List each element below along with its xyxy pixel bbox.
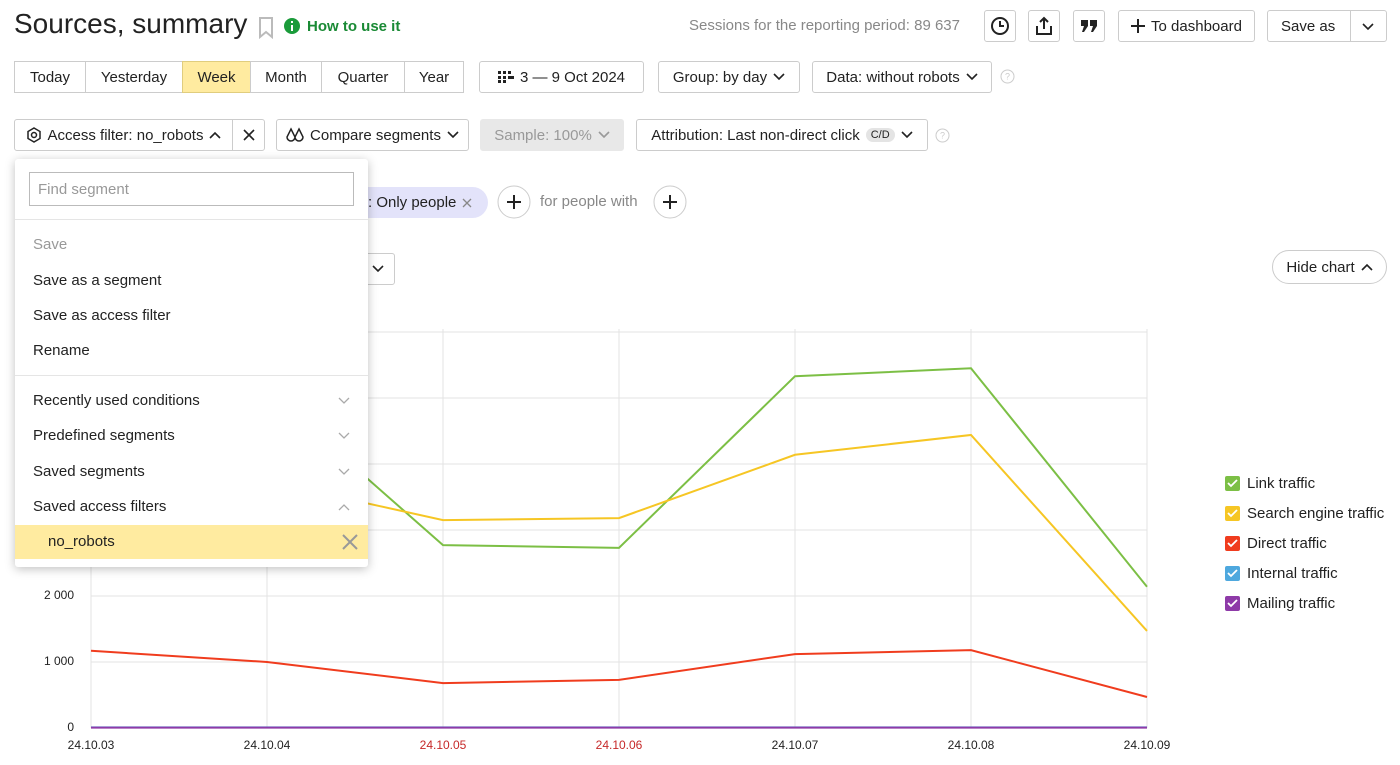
button-label: To dashboard — [1151, 17, 1242, 35]
button-label: Compare segments — [310, 126, 441, 144]
compare-segments-button[interactable]: Compare segments — [276, 119, 469, 151]
button-label: 3 — 9 Oct 2024 — [519, 68, 626, 86]
button-label: Sample: 100% — [494, 126, 592, 144]
segment-group[interactable]: Predefined segments — [33, 427, 175, 445]
info-icon — [284, 18, 300, 34]
button-label: Group: by day — [672, 68, 768, 86]
legend-label[interactable]: Direct traffic — [1247, 535, 1327, 552]
legend-label[interactable]: Link traffic — [1247, 475, 1316, 492]
period-button[interactable]: Week — [182, 61, 251, 93]
feedback-button[interactable] — [1073, 10, 1105, 42]
save-as-button[interactable]: Save as — [1267, 10, 1387, 42]
chip-label: : Only people — [368, 194, 457, 211]
access-filter-button[interactable]: Access filter: no_robots — [14, 119, 233, 151]
data-filter-button[interactable]: Data: without robots — [812, 61, 992, 93]
date-range-button[interactable]: 3 — 9 Oct 2024 — [479, 61, 644, 93]
button-label: Hide chart — [1286, 258, 1355, 276]
chevron — [338, 503, 350, 511]
legend-check — [1227, 509, 1238, 518]
legend-label[interactable]: Internal traffic — [1247, 565, 1338, 582]
to-dashboard-button[interactable]: To dashboard — [1118, 10, 1255, 42]
chevron — [338, 468, 350, 475]
x-tick-label: 24.10.04 — [244, 738, 291, 752]
separator — [15, 375, 368, 376]
divider — [1350, 11, 1351, 41]
history-button[interactable] — [984, 10, 1016, 42]
people-with-label: for people with — [540, 193, 638, 210]
period-button[interactable]: Year — [404, 61, 464, 93]
selected-filter-row[interactable]: no_robots — [15, 525, 368, 559]
x-tick-label: 24.10.07 — [772, 738, 819, 752]
add-people-condition-button[interactable] — [653, 185, 687, 219]
series-line — [90, 649, 1148, 698]
save-header: Save — [33, 236, 68, 253]
button-label: Save as — [1281, 17, 1336, 35]
page-title: Sources, summary — [14, 8, 248, 39]
y-tick-label: 1 000 — [44, 654, 74, 668]
x-tick-label: 24.10.09 — [1124, 738, 1171, 752]
save-option[interactable]: Save as a segment — [33, 272, 162, 289]
segment-dropdown: Find segment Save Save as a segment Save … — [15, 159, 368, 567]
x-tick-label: 24.10.05 — [420, 738, 467, 752]
chevron — [338, 432, 350, 440]
attribution-badge: C/D — [865, 128, 895, 142]
legend-check — [1227, 539, 1238, 548]
add-condition-button[interactable] — [497, 185, 531, 219]
legend-check — [1227, 569, 1238, 578]
save-option[interactable]: Save as access filter — [33, 307, 171, 324]
period-button[interactable]: Yesterday — [85, 61, 183, 93]
bookmark-icon[interactable] — [258, 17, 274, 39]
x-tick-label: 24.10.08 — [948, 738, 995, 752]
help-icon[interactable]: ? — [935, 128, 950, 143]
clear-filter-button[interactable] — [232, 119, 265, 151]
sample-button[interactable]: Sample: 100% — [480, 119, 624, 151]
attribution-button[interactable]: Attribution: Last non-direct click C/D — [636, 119, 928, 151]
chevron — [338, 397, 350, 404]
y-tick-label: 2 000 — [44, 588, 74, 602]
button-label: Attribution: Last non-direct click — [651, 126, 860, 144]
legend-check — [1227, 599, 1238, 608]
hide-chart-button[interactable]: Hide chart — [1272, 250, 1387, 284]
button-label: Data: without robots — [826, 68, 960, 86]
save-option[interactable]: Rename — [33, 342, 90, 359]
button-label: Access filter: no_robots — [47, 126, 204, 144]
period-button[interactable]: Month — [250, 61, 322, 93]
segment-group[interactable]: Saved access filters — [33, 497, 167, 515]
legend-label[interactable]: Search engine traffic — [1247, 505, 1385, 522]
x-tick-label: 24.10.06 — [596, 738, 643, 752]
chevron — [1362, 23, 1374, 31]
svg-text:?: ? — [940, 130, 945, 140]
help-link[interactable]: How to use it — [307, 18, 401, 35]
help-icon[interactable]: ? — [1000, 69, 1015, 84]
sessions-count: Sessions for the reporting period: 89 63… — [688, 17, 960, 34]
remove-icon[interactable] — [341, 533, 359, 551]
y-tick-label: 0 — [67, 720, 74, 734]
segment-group[interactable]: Recently used conditions — [33, 392, 200, 409]
legend-check — [1227, 479, 1238, 488]
legend-label[interactable]: Mailing traffic — [1247, 595, 1336, 612]
period-button[interactable]: Today — [14, 61, 86, 93]
separator — [15, 219, 368, 220]
svg-text:?: ? — [1005, 71, 1010, 81]
period-button[interactable]: Quarter — [321, 61, 405, 93]
x-tick-label: 24.10.03 — [68, 738, 115, 752]
group-button[interactable]: Group: by day — [658, 61, 800, 93]
export-button[interactable] — [1028, 10, 1060, 42]
segment-search-input[interactable]: Find segment — [29, 172, 354, 206]
filter-name: no_robots — [48, 533, 115, 550]
segment-group[interactable]: Saved segments — [33, 462, 145, 480]
